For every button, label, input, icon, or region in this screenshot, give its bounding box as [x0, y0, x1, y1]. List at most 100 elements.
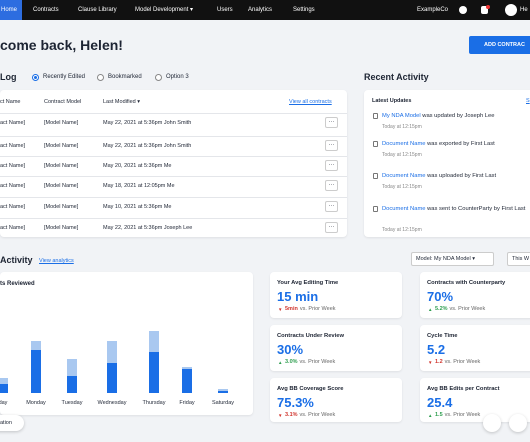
radio-label[interactable]: Bookmarked [108, 74, 142, 80]
activity-time: Today at 12:15pm [382, 124, 422, 130]
stat-arrow: ▼ [428, 360, 433, 365]
activity-icon [373, 113, 378, 119]
stat-delta: 3.0% [285, 359, 298, 365]
nav-item[interactable]: Users [217, 7, 233, 13]
stat-label: Contracts Under Review [277, 333, 345, 339]
row-divider [0, 218, 347, 219]
activity-link[interactable]: Document Name [382, 206, 426, 212]
analytics-link[interactable]: View analytics [39, 258, 74, 264]
see-all[interactable]: S [526, 98, 530, 104]
activity-desc: was exported by First Last [425, 141, 495, 147]
activity-time: Today at 12:15pm [382, 184, 422, 190]
bar-segment [31, 341, 41, 350]
recent-title: Recent Activity [364, 72, 429, 82]
cell: May 18, 2021 at 12:05pm Me [103, 183, 175, 189]
cell: [Model Name] [44, 204, 79, 210]
stat-label: Contracts with Counterparty [427, 280, 506, 286]
stat-value: 30% [277, 342, 304, 357]
stat-arrow: ▼ [278, 413, 283, 418]
x-tick-label: Friday [179, 400, 195, 406]
radio-label[interactable]: Recently Edited [43, 74, 86, 80]
nav-item[interactable]: Settings [293, 7, 315, 13]
analytics-title: Activity [0, 255, 33, 265]
help-button[interactable] [509, 414, 527, 432]
notify-dot [486, 5, 490, 9]
nav-item[interactable]: Clause Library [78, 7, 117, 13]
activity-desc: was uploaded by First Last [425, 173, 497, 179]
column-header: Contract Model [44, 99, 82, 105]
x-tick-label: day [0, 400, 8, 406]
bar-segment [107, 362, 117, 393]
stat-value: 70% [427, 289, 454, 304]
more-button[interactable]: ··· [325, 140, 338, 151]
more-button[interactable]: ··· [325, 201, 338, 212]
activity-link[interactable]: My NDA Model [382, 113, 421, 119]
bar-segment [0, 377, 8, 385]
user[interactable]: He [520, 7, 528, 13]
model-dropdown[interactable]: Model: My NDA Model ▾ [411, 252, 494, 266]
nav-item[interactable]: Analytics [248, 7, 273, 13]
bar-segment [0, 384, 8, 393]
radio-label[interactable]: Option 3 [166, 74, 189, 80]
more-button[interactable]: ··· [325, 180, 338, 191]
greeting: come back, Helen! [0, 37, 123, 53]
radio[interactable] [155, 74, 162, 81]
activity-link[interactable]: Document Name [382, 141, 426, 147]
avatar[interactable] [505, 4, 517, 16]
recent-subtitle: Latest Updates [372, 98, 412, 104]
bar-segment [67, 358, 77, 376]
nav-item[interactable]: Contracts [33, 7, 59, 13]
recent-card: Latest Updates S My NDA Model was updated … [364, 90, 530, 237]
bar-segment [182, 369, 192, 393]
stat-arrow: ▲ [428, 307, 433, 312]
bar-segment [107, 341, 117, 363]
period-dropdown[interactable]: This W [507, 252, 530, 266]
nav-item[interactable]: Model Development ▾ [135, 7, 194, 13]
activity-time: Today at 12:15pm [382, 227, 422, 233]
radio-dot [34, 76, 37, 79]
x-tick-label: Thursday [142, 400, 166, 406]
more-button[interactable]: ··· [325, 117, 338, 128]
bottom-chip[interactable]: ation [0, 415, 24, 431]
cell: act Name] [0, 143, 26, 149]
log-title: Log [0, 72, 17, 82]
bar-segment [149, 330, 159, 353]
stat-compare: vs. Prior Week [449, 306, 486, 312]
notify-icon[interactable] [481, 6, 488, 14]
bar-segment [182, 367, 192, 370]
view-all-link[interactable]: View all contracts [289, 99, 332, 105]
add-button[interactable]: ADD CONTRAC [469, 36, 530, 54]
radio[interactable] [97, 74, 104, 81]
stat-value: 5.2 [427, 342, 446, 357]
x-tick-label: Tuesday [61, 400, 83, 406]
contracts-table: ct Name Contract Model Last Modified ▾ View… [0, 90, 347, 237]
bar-segment [31, 350, 41, 393]
row-divider [0, 156, 347, 157]
stat-card: Avg BB Coverage Score 75.3% ▼ 3.1% vs. Prior… [270, 378, 402, 422]
activity-link[interactable]: Document Name [382, 173, 426, 179]
cell: act Name] [0, 225, 26, 231]
row-divider [0, 136, 347, 137]
stat-delta: 5.2% [435, 306, 448, 312]
stat-value: 75.3% [277, 395, 314, 410]
activity-icon [373, 173, 378, 179]
stat-card: Avg BB Edits per Contract 25.4 ▲ 1.5 vs. Pri… [420, 378, 530, 422]
column-header[interactable]: Last Modified ▾ [103, 99, 141, 105]
bar-segment [218, 388, 228, 391]
help-icon[interactable] [459, 6, 467, 14]
cell: act Name] [0, 120, 26, 126]
company[interactable]: ExampleCo [417, 7, 449, 13]
more-button[interactable]: ··· [325, 160, 338, 171]
bar-segment [67, 375, 77, 393]
cell: [Model Name] [44, 163, 79, 169]
nav-item[interactable]: Home [0, 0, 23, 20]
activity-text: Document Name was sent to CounterParty b… [382, 205, 525, 214]
chat-button[interactable] [483, 414, 501, 432]
stat-value: 25.4 [427, 395, 453, 410]
stat-compare: vs. Prior Week [299, 306, 336, 312]
activity-text: My NDA Model was updated by Joseph Lee [382, 112, 522, 121]
more-button[interactable]: ··· [325, 222, 338, 233]
activity-time: Today at 12:15pm [382, 152, 422, 158]
column-header: ct Name [0, 99, 21, 105]
